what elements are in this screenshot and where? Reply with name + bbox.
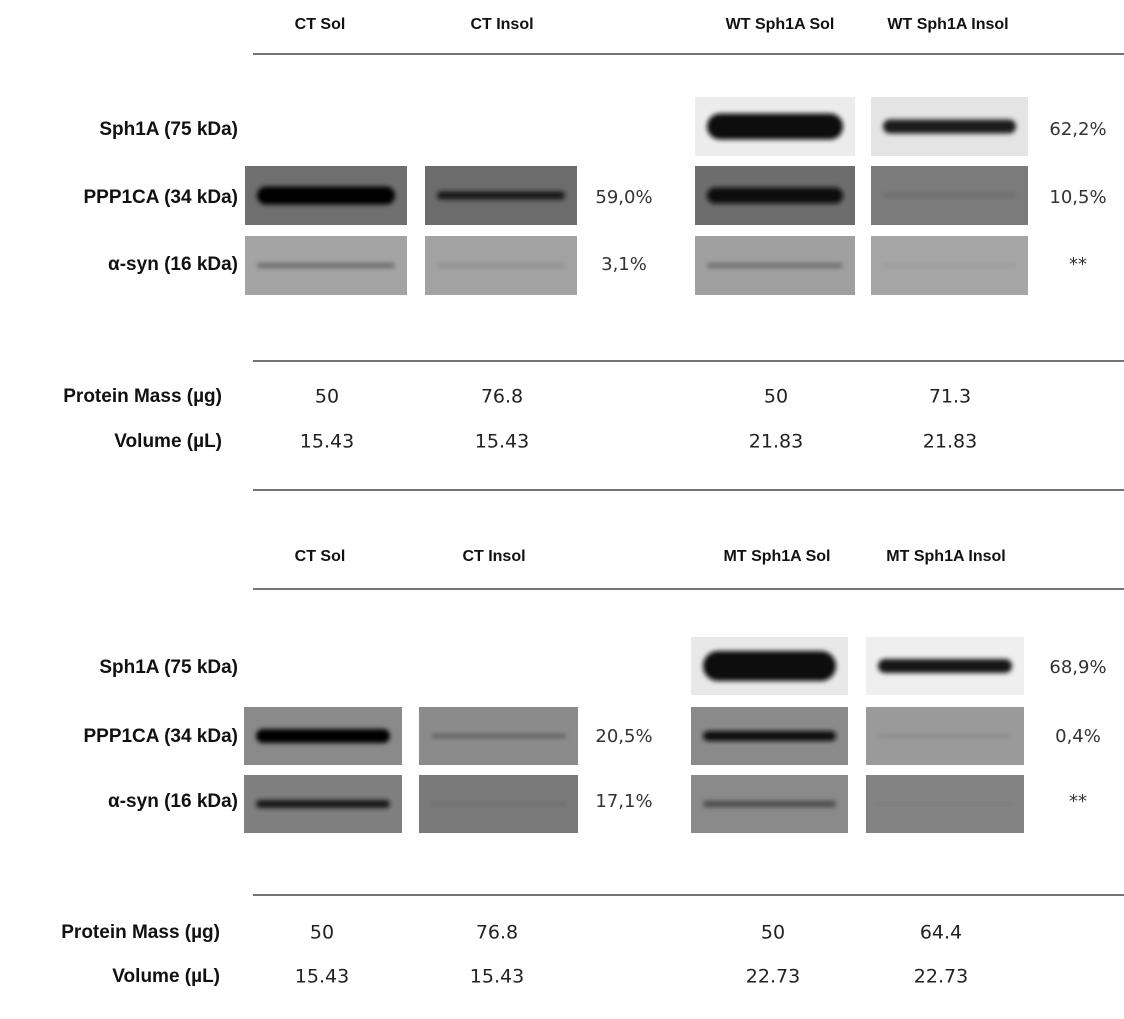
panel: CT Sol CT Insol MT Sph1A Sol MT Sph1A Insol… [61,548,1124,987]
percentage: 0,4% [1055,726,1101,747]
percentage: ** [1069,791,1087,812]
percentage: 3,1% [601,254,647,275]
band [256,729,390,743]
band [883,120,1016,134]
band [431,803,566,806]
column-header: MT Sph1A Insol [886,548,1005,565]
band [707,188,843,204]
band [883,264,1016,267]
percentage: 10,5% [1049,187,1106,208]
band [437,264,565,268]
measurement-label: Protein Mass (µg) [63,386,222,407]
measurement-value: 50 [315,386,339,408]
measurement-value: 22.73 [914,966,968,988]
measurement-label: Volume (µL) [112,966,220,987]
measurement-value: 15.43 [300,431,354,453]
band [257,187,395,205]
measurement-value: 50 [764,386,788,408]
band [703,731,836,741]
measurement-value: 15.43 [475,431,529,453]
measurement-value: 50 [310,922,334,944]
band [707,263,843,268]
measurement-value: 76.8 [476,922,518,944]
measurement-value: 50 [761,922,785,944]
row-label: PPP1CA (34 kDa) [83,187,238,208]
measurement-value: 71.3 [929,386,971,408]
percentage: 17,1% [595,791,652,812]
row-label: Sph1A (75 kDa) [99,657,238,678]
band [878,735,1012,738]
band [431,734,566,738]
row-label: PPP1CA (34 kDa) [83,726,238,747]
percentage: 68,9% [1049,657,1106,678]
column-header: CT Insol [470,16,533,33]
measurement-value: 64.4 [920,922,962,944]
percentage: ** [1069,254,1087,275]
row-label: Sph1A (75 kDa) [99,119,238,140]
percentage: 62,2% [1049,119,1106,140]
band [878,803,1012,805]
band [707,114,843,140]
band [437,192,565,200]
band [703,651,836,681]
measurement-value: 15.43 [470,966,524,988]
column-header: CT Sol [295,16,346,33]
band [703,801,836,807]
row-label: α-syn (16 kDa) [108,791,238,812]
band [883,194,1016,198]
measurement-value: 21.83 [749,431,803,453]
measurement-value: 22.73 [746,966,800,988]
band [878,659,1012,673]
row-label: α-syn (16 kDa) [108,254,238,275]
band [257,263,395,268]
percentage: 59,0% [595,187,652,208]
column-header: WT Sph1A Sol [726,16,835,33]
figure: CT Sol CT Insol WT Sph1A Sol WT Sph1A Insol… [0,0,1124,1019]
band [256,800,390,808]
column-header: CT Sol [295,548,346,565]
column-header: WT Sph1A Insol [887,16,1008,33]
column-header: MT Sph1A Sol [724,548,831,565]
measurement-value: 76.8 [481,386,523,408]
panel: CT Sol CT Insol WT Sph1A Sol WT Sph1A Insol… [63,16,1124,490]
measurement-value: 15.43 [295,966,349,988]
column-header: CT Insol [462,548,525,565]
measurement-label: Protein Mass (µg) [61,922,220,943]
measurement-label: Volume (µL) [114,431,222,452]
percentage: 20,5% [595,726,652,747]
measurement-value: 21.83 [923,431,977,453]
